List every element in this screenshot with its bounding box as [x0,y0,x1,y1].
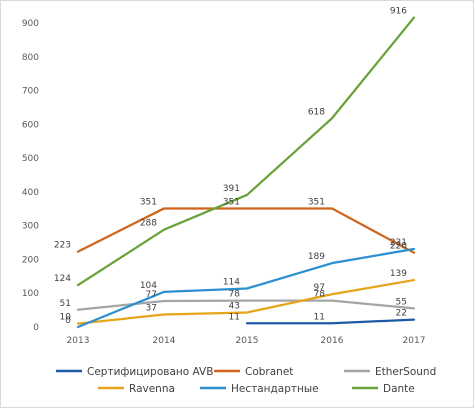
data-label: 114 [223,277,240,287]
series-line-5 [76,16,416,287]
legend-label: EtherSound [375,366,436,378]
data-label: 124 [54,274,71,284]
data-label: 139 [390,269,407,279]
data-label: 351 [223,197,240,207]
x-tick-label: 2013 [67,336,90,346]
data-label: 189 [308,252,325,262]
data-label: 78 [314,290,326,300]
y-tick-label: 800 [22,53,39,63]
data-label: 37 [146,304,157,314]
y-tick-label: 400 [22,188,39,198]
y-tick-label: 300 [22,222,39,232]
y-tick-label: 200 [22,255,39,265]
y-tick-label: 500 [22,154,39,164]
x-tick-label: 2017 [403,336,426,346]
data-label: 351 [140,197,157,207]
y-tick-label: 900 [22,19,39,29]
legend-label: Ravenna [129,383,175,395]
x-tick-label: 2016 [321,336,344,346]
data-label: 78 [229,290,241,300]
data-label: 223 [54,241,71,251]
data-label: 351 [308,197,325,207]
series-line-0 [245,318,416,325]
data-label: 11 [229,312,240,322]
data-label: 288 [140,219,157,229]
data-label: 231 [390,238,407,248]
data-label: 97 [314,283,325,293]
data-label: 10 [60,313,72,323]
x-tick-label: 2014 [153,336,176,346]
data-label: 55 [396,297,407,307]
x-tick-label: 2015 [236,336,259,346]
legend-label: Dante [383,383,415,395]
data-label: 43 [229,301,240,311]
legend-label: Нестандартные [231,383,319,395]
y-tick-label: 600 [22,120,39,130]
data-label: 0 [65,316,71,326]
series-line-1 [76,207,416,254]
series-line-4 [76,247,416,329]
data-label: 618 [308,107,325,117]
data-label: 220 [390,242,407,252]
y-tick-label: 700 [22,87,39,97]
data-label: 916 [390,7,407,17]
series-line-3 [76,278,416,325]
legend-label: Сертифицировано AVB [87,366,213,378]
data-label: 77 [146,290,157,300]
data-label: 11 [314,312,325,322]
y-tick-label: 0 [33,323,39,333]
data-label: 391 [223,184,240,194]
data-label: 51 [60,299,71,309]
y-tick-label: 100 [22,289,39,299]
data-label: 104 [140,281,157,291]
data-label: 22 [396,309,407,319]
legend-label: Cobranet [245,366,293,378]
